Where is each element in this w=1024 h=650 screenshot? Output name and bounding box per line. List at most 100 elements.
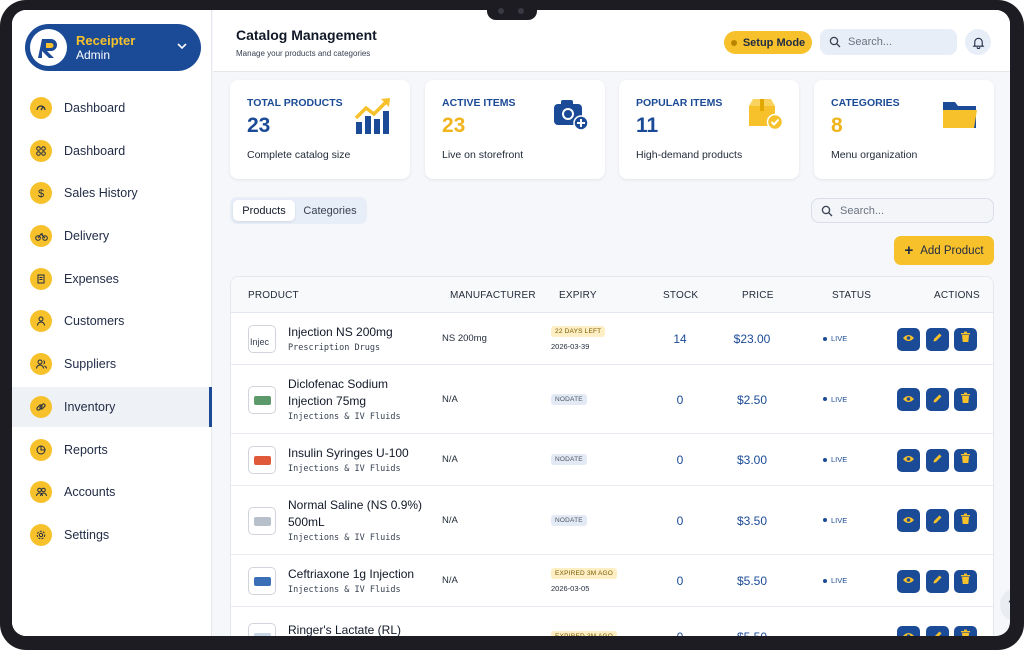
table-row[interactable]: Ringer's Lactate (RL) EXPIRED 3M AGO 0 $5.5… xyxy=(231,607,993,636)
sidebar-item-customers[interactable]: Customers xyxy=(12,301,212,341)
view-button[interactable] xyxy=(897,388,920,411)
sidebar-item-dashboard[interactable]: Dashboard xyxy=(12,88,212,128)
stat-subtitle: High-demand products xyxy=(636,149,743,161)
price-cell: $3.00 xyxy=(736,453,768,467)
sidebar-item-label: Sales History xyxy=(64,186,138,201)
edit-button[interactable] xyxy=(926,327,949,351)
product-category: Injections & IV Fluids xyxy=(288,532,401,543)
gauge-icon xyxy=(30,97,52,119)
table-row[interactable]: Injec Injection NS 200mg Prescription Drug… xyxy=(231,313,993,365)
product-name-cell: Ceftriaxone 1g Injection Injections & IV … xyxy=(288,566,428,596)
view-button[interactable] xyxy=(897,327,920,351)
sidebar-item-label: Customers xyxy=(64,314,125,329)
product-name: Diclofenac Sodium Injection 75mg xyxy=(288,376,389,408)
column-header-actions: ACTIONS xyxy=(934,290,980,301)
delete-button[interactable] xyxy=(954,327,977,351)
edit-button[interactable] xyxy=(926,448,949,472)
trash-icon xyxy=(960,330,971,348)
sidebar: Receipter Admin Dashboard Dashboard $ Sales… xyxy=(12,10,212,636)
product-name: Ringer's Lactate (RL) xyxy=(288,623,402,636)
product-search-placeholder: Search... xyxy=(840,204,885,217)
tab-products[interactable]: Products xyxy=(233,200,295,221)
stock-cell: 0 xyxy=(676,392,684,407)
sidebar-item-sales-history[interactable]: $ Sales History xyxy=(12,173,212,213)
price-cell: $5.50 xyxy=(736,574,768,588)
delete-button[interactable] xyxy=(954,388,977,411)
stat-card-popular-items: POPULAR ITEMS 11 High-demand products xyxy=(619,80,799,179)
trash-icon xyxy=(960,572,971,590)
edit-button[interactable] xyxy=(926,388,949,411)
product-category: Injections & IV Fluids xyxy=(288,411,401,422)
product-category: Prescription Drugs xyxy=(288,343,381,353)
sidebar-item-reports[interactable]: Reports xyxy=(12,430,212,470)
eye-icon xyxy=(902,628,915,636)
stock-cell: 0 xyxy=(676,513,684,528)
stat-card-active-items: ACTIVE ITEMS 23 Live on storefront xyxy=(425,80,605,179)
sidebar-item-expenses[interactable]: Expenses xyxy=(12,259,212,299)
sidebar-item-dashboard[interactable]: Dashboard xyxy=(12,131,212,171)
table-row[interactable]: Normal Saline (NS 0.9%) 500mL Injections … xyxy=(231,486,993,555)
table-row[interactable]: Insulin Syringes U-100 Injections & IV Fl… xyxy=(231,434,993,486)
pie-icon xyxy=(30,438,52,461)
delete-button[interactable] xyxy=(954,448,977,472)
chart-up-icon xyxy=(352,94,396,143)
brand-switcher[interactable]: Receipter Admin xyxy=(25,24,201,71)
delete-button[interactable] xyxy=(954,569,977,593)
receipt-icon xyxy=(30,267,52,290)
edit-button[interactable] xyxy=(926,625,949,636)
stock-cell: 0 xyxy=(676,574,684,588)
box-check-icon xyxy=(745,94,785,139)
status-dot xyxy=(823,578,827,583)
sidebar-item-suppliers[interactable]: Suppliers xyxy=(12,344,212,384)
delete-button[interactable] xyxy=(954,625,977,636)
user-icon xyxy=(30,310,52,333)
header-search-input[interactable]: Search... xyxy=(820,29,957,55)
expiry-date: 2026-03-39 xyxy=(551,342,590,351)
setup-mode-label: Setup Mode xyxy=(742,36,806,49)
status-dot xyxy=(823,457,827,462)
eye-icon xyxy=(902,391,915,409)
product-thumbnail xyxy=(248,506,276,535)
view-button[interactable] xyxy=(897,448,920,472)
product-name: Normal Saline (NS 0.9%) 500mL xyxy=(288,497,423,529)
table-row[interactable]: Ceftriaxone 1g Injection Injections & IV … xyxy=(231,555,993,607)
product-name-cell: Ringer's Lactate (RL) xyxy=(288,622,428,636)
accounts-icon xyxy=(30,481,52,504)
svg-text:$: $ xyxy=(38,188,44,199)
view-button[interactable] xyxy=(897,509,920,532)
edit-button[interactable] xyxy=(926,569,949,593)
price-cell: $2.50 xyxy=(736,392,768,407)
setup-mode-button[interactable]: Setup Mode xyxy=(724,31,812,54)
sidebar-item-label: Accounts xyxy=(64,485,116,500)
chevron-down-icon xyxy=(176,39,188,57)
add-product-button[interactable]: + Add Product xyxy=(894,236,994,265)
delete-button[interactable] xyxy=(954,509,977,532)
page-title: Catalog Management xyxy=(236,27,377,43)
sidebar-item-delivery[interactable]: Delivery xyxy=(12,216,212,256)
stock-cell: 0 xyxy=(662,630,698,636)
setup-indicator-dot xyxy=(730,39,737,46)
view-button[interactable] xyxy=(897,569,920,593)
status-label: LIVE xyxy=(831,455,848,464)
header-search-placeholder: Search... xyxy=(848,36,893,48)
table-row[interactable]: Diclofenac Sodium Injection 75mg Injectio… xyxy=(231,365,993,434)
status-badge: LIVE xyxy=(823,576,847,585)
eye-icon xyxy=(902,451,915,469)
stat-subtitle: Live on storefront xyxy=(442,149,524,161)
bike-icon xyxy=(30,225,52,248)
product-name-cell: Diclofenac Sodium Injection 75mg Injectio… xyxy=(288,376,428,423)
price-cell: $3.50 xyxy=(736,513,768,528)
sidebar-item-label: Dashboard xyxy=(64,101,126,115)
view-button[interactable] xyxy=(897,625,920,636)
edit-button[interactable] xyxy=(926,509,949,532)
sidebar-item-accounts[interactable]: Accounts xyxy=(12,472,212,512)
sidebar-item-inventory[interactable]: Inventory xyxy=(12,386,212,427)
add-product-label: Add Product xyxy=(920,244,984,257)
help-button[interactable]: ? xyxy=(1000,588,1010,622)
product-search-input[interactable]: Search... xyxy=(811,198,994,223)
manufacturer-cell: N/A xyxy=(442,393,458,405)
tab-categories[interactable]: Categories xyxy=(303,204,357,217)
sidebar-item-settings[interactable]: Settings xyxy=(12,515,212,555)
notifications-button[interactable] xyxy=(965,29,991,55)
